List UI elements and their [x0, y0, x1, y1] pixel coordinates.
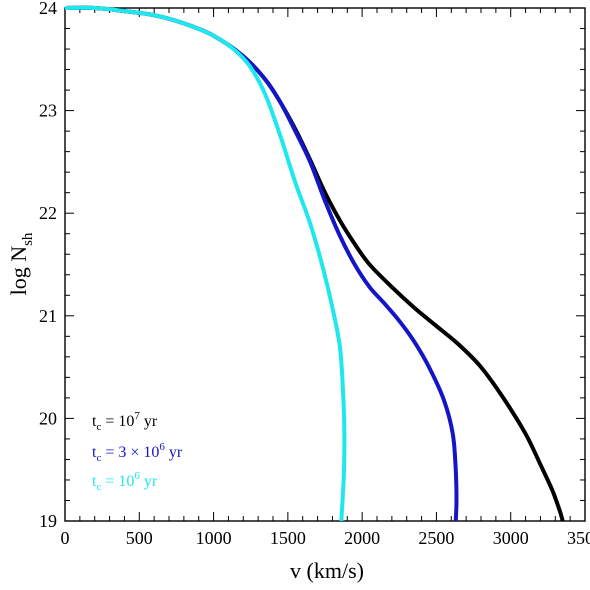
plot-frame	[64, 7, 586, 522]
x-tick-label: 3000	[493, 528, 529, 548]
x-tick-labels: 0 500 1000 1500 2000 2500 3000 3500	[61, 528, 590, 548]
y-tick-label: 19	[39, 511, 57, 531]
axis-ticks	[64, 7, 586, 522]
y-axis-title-sub: sh	[20, 232, 36, 246]
y-tick-label: 24	[39, 0, 57, 18]
x-tick-label: 2000	[344, 528, 380, 548]
y-axis-title-main: log N	[6, 246, 31, 296]
legend-entry-3: tc = 106 yr	[92, 470, 158, 493]
y-tick-label: 22	[39, 203, 57, 223]
series-line-3	[64, 5, 347, 522]
legend-entry-2: tc = 3 × 106 yr	[92, 441, 183, 464]
y-tick-label: 20	[39, 408, 57, 428]
y-axis-title: log Nsh	[6, 232, 36, 295]
x-tick-label: 500	[126, 528, 153, 548]
y-tick-labels: 19 20 21 22 23 24	[39, 0, 57, 531]
x-tick-label: 1000	[196, 528, 232, 548]
x-tick-label: 2500	[418, 528, 454, 548]
legend-entry-1: tc = 107 yr	[92, 410, 158, 433]
x-tick-label: 3500	[567, 528, 590, 548]
y-tick-label: 21	[39, 306, 57, 326]
legend: tc = 107 yr tc = 3 × 106 yr tc = 106 yr	[92, 410, 183, 493]
x-tick-label: 1500	[270, 528, 306, 548]
x-axis-title: v (km/s)	[290, 558, 364, 583]
x-tick-label: 0	[61, 528, 70, 548]
data-lines	[64, 5, 565, 522]
y-tick-label: 23	[39, 101, 57, 121]
